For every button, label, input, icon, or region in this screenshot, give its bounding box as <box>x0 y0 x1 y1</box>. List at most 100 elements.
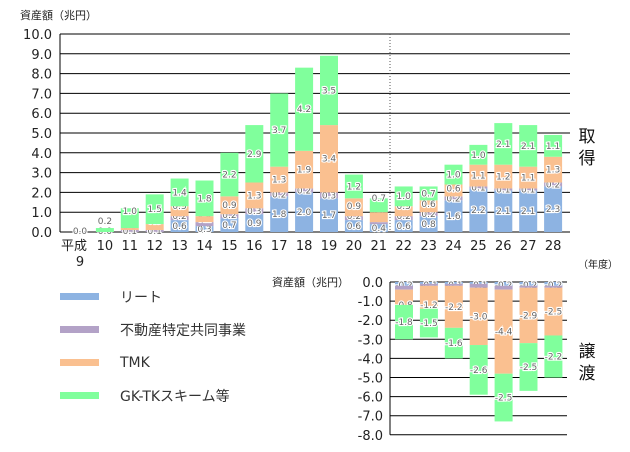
bar-segment <box>494 373 513 422</box>
data-label: 0.4 <box>372 224 387 234</box>
bar-segment <box>519 287 538 344</box>
bar-segment <box>295 192 314 232</box>
bar-segment <box>120 230 139 232</box>
data-label: 0.3 <box>197 225 211 235</box>
data-label: 0.6 <box>397 222 412 232</box>
legend-label: リート <box>120 289 162 306</box>
bar-segment <box>344 174 363 199</box>
data-label: 1.1 <box>521 174 535 184</box>
bar-segment <box>494 190 513 232</box>
data-label: 1.9 <box>297 166 312 176</box>
x-tick-label: 25 <box>470 239 487 254</box>
acquire-label-2: 得 <box>579 149 596 169</box>
acquire-label-1: 取 <box>579 127 596 147</box>
bar-segment <box>444 184 463 197</box>
data-label: 2.2 <box>471 206 485 216</box>
bar-segment <box>270 196 289 232</box>
y-tick-label: -2.0 <box>358 314 383 329</box>
bar-segment <box>95 228 114 232</box>
bar-segment <box>444 200 463 232</box>
legend-label: GK-TKスキーム等 <box>120 388 230 405</box>
bar-segment <box>544 285 563 288</box>
y-tick-label: 4.0 <box>31 147 52 162</box>
bar-segment <box>369 222 388 225</box>
data-label: 3.7 <box>272 126 286 136</box>
data-label: 0.6 <box>446 184 461 194</box>
bar-segment <box>394 216 413 221</box>
bar-segment <box>270 93 289 167</box>
data-label: -2.2 <box>445 303 463 313</box>
y-tick-label: -7.0 <box>358 410 383 425</box>
data-label: -2.5 <box>495 394 513 404</box>
bar-segment <box>444 283 463 286</box>
data-label: 0.6 <box>347 222 362 232</box>
bar-segment <box>195 180 214 217</box>
x-tick-label: 17 <box>271 239 288 254</box>
data-label: 1.3 <box>546 166 560 176</box>
data-label: 0.9 <box>247 219 262 229</box>
bar-segment <box>469 186 488 189</box>
bar-segment <box>469 287 488 346</box>
bar-segment <box>270 166 289 193</box>
bar-segment <box>544 156 563 183</box>
bar-segment <box>444 282 463 284</box>
data-label: -2.5 <box>545 308 563 318</box>
data-label: 1.8 <box>197 194 212 204</box>
x-axis-unit-label: （年度） <box>578 258 618 271</box>
x-tick-label: 16 <box>246 239 263 254</box>
x-tick-label: 21 <box>371 239 388 254</box>
x-tick-label: 12 <box>146 239 163 254</box>
legend-item-reit: リート <box>60 280 246 313</box>
x-tick-label: 11 <box>122 239 139 254</box>
bar-segment <box>120 228 139 231</box>
data-label: 1.1 <box>471 172 485 182</box>
bar-segment <box>519 190 538 232</box>
bar-segment <box>519 285 538 288</box>
x-tick-label: 20 <box>346 239 363 254</box>
data-label: 0.7 <box>222 221 236 231</box>
bar-segment <box>220 152 239 197</box>
upper-y-axis-label: 資産額（兆円） <box>20 9 97 22</box>
data-label: 1.3 <box>272 176 286 186</box>
data-label: 0.2 <box>98 217 112 227</box>
legend-swatch <box>60 392 99 399</box>
y-tick-label: 1.0 <box>31 206 52 221</box>
bar-segment <box>394 186 413 207</box>
bar-segment <box>469 144 488 165</box>
transfer-label-2: 渡 <box>579 364 596 384</box>
legend-swatch <box>60 359 99 366</box>
legend-swatch <box>60 293 99 300</box>
y-tick-label: 9.0 <box>31 48 52 63</box>
bar-segment <box>544 182 563 187</box>
bar-segment <box>145 230 164 232</box>
bar-segment <box>320 125 338 193</box>
x-tick-label: 24 <box>445 239 462 254</box>
data-label: 3.5 <box>322 86 336 96</box>
y-tick-label: 10.0 <box>23 28 52 43</box>
data-label: 0.3 <box>322 191 336 201</box>
bar-segment <box>369 198 388 213</box>
bar-segment <box>444 196 463 201</box>
bar-segment <box>444 285 463 328</box>
bar-segment <box>544 282 563 286</box>
data-label: 2.1 <box>521 207 535 217</box>
y-tick-label: -3.0 <box>358 333 383 348</box>
bar-segment <box>220 218 239 232</box>
bar-segment <box>544 186 563 232</box>
bar-segment <box>320 198 338 232</box>
bar-segment <box>245 208 264 215</box>
x-tick-label: 22 <box>395 239 412 254</box>
y-tick-label: 8.0 <box>31 68 52 83</box>
data-label: 2.3 <box>546 205 560 215</box>
data-label: 0.8 <box>421 220 436 230</box>
data-label: 1.3 <box>247 191 261 201</box>
data-label: 0.6 <box>421 200 436 210</box>
bar-segment <box>494 123 513 165</box>
bar-segment <box>469 188 488 232</box>
y-tick-label: 2.0 <box>31 186 52 201</box>
legend-label: TMK <box>120 354 150 371</box>
bar-segment <box>195 226 214 232</box>
bar-segment <box>120 208 139 229</box>
bar-segment <box>519 282 538 286</box>
x-tick-label: 9 <box>76 255 84 270</box>
